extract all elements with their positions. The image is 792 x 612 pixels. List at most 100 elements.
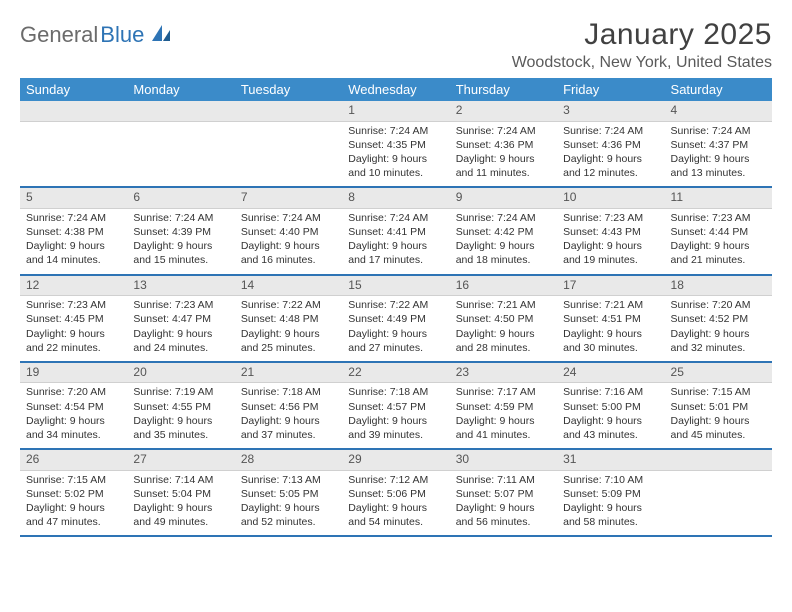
day-cell-text: Sunrise: 7:24 AMSunset: 4:39 PMDaylight:… <box>133 211 228 268</box>
day-number: 29 <box>342 449 449 470</box>
day-cell: Sunrise: 7:24 AMSunset: 4:35 PMDaylight:… <box>342 121 449 187</box>
day-cell: Sunrise: 7:10 AMSunset: 5:09 PMDaylight:… <box>557 470 664 536</box>
day-cell: Sunrise: 7:24 AMSunset: 4:36 PMDaylight:… <box>557 121 664 187</box>
day-cell-text: Sunrise: 7:24 AMSunset: 4:41 PMDaylight:… <box>348 211 443 268</box>
day-number: 14 <box>235 275 342 296</box>
day-cell: Sunrise: 7:18 AMSunset: 4:56 PMDaylight:… <box>235 383 342 449</box>
day-number: 19 <box>20 362 127 383</box>
day-number <box>235 101 342 121</box>
day-number: 3 <box>557 101 664 121</box>
day-number: 31 <box>557 449 664 470</box>
logo-text-general: General <box>20 22 98 48</box>
day-cell-text: Sunrise: 7:22 AMSunset: 4:49 PMDaylight:… <box>348 298 443 355</box>
day-cell <box>20 121 127 187</box>
day-cell: Sunrise: 7:24 AMSunset: 4:41 PMDaylight:… <box>342 208 449 274</box>
day-number: 24 <box>557 362 664 383</box>
weekday-header: Tuesday <box>235 78 342 101</box>
day-cell: Sunrise: 7:17 AMSunset: 4:59 PMDaylight:… <box>450 383 557 449</box>
calendar-table: Sunday Monday Tuesday Wednesday Thursday… <box>20 78 772 537</box>
day-number: 8 <box>342 187 449 208</box>
day-number: 18 <box>665 275 772 296</box>
day-content-row: Sunrise: 7:23 AMSunset: 4:45 PMDaylight:… <box>20 296 772 362</box>
day-cell: Sunrise: 7:20 AMSunset: 4:54 PMDaylight:… <box>20 383 127 449</box>
day-number: 15 <box>342 275 449 296</box>
day-number: 7 <box>235 187 342 208</box>
day-cell-text <box>241 124 336 181</box>
day-number: 23 <box>450 362 557 383</box>
day-number-row: 12131415161718 <box>20 275 772 296</box>
day-cell-text: Sunrise: 7:17 AMSunset: 4:59 PMDaylight:… <box>456 385 551 442</box>
day-number-row: 19202122232425 <box>20 362 772 383</box>
day-cell: Sunrise: 7:23 AMSunset: 4:43 PMDaylight:… <box>557 208 664 274</box>
day-number: 9 <box>450 187 557 208</box>
day-cell: Sunrise: 7:24 AMSunset: 4:36 PMDaylight:… <box>450 121 557 187</box>
day-cell: Sunrise: 7:19 AMSunset: 4:55 PMDaylight:… <box>127 383 234 449</box>
day-number: 26 <box>20 449 127 470</box>
day-cell-text: Sunrise: 7:21 AMSunset: 4:51 PMDaylight:… <box>563 298 658 355</box>
day-cell-text: Sunrise: 7:24 AMSunset: 4:40 PMDaylight:… <box>241 211 336 268</box>
day-cell: Sunrise: 7:16 AMSunset: 5:00 PMDaylight:… <box>557 383 664 449</box>
day-number: 10 <box>557 187 664 208</box>
weekday-header: Wednesday <box>342 78 449 101</box>
day-number: 21 <box>235 362 342 383</box>
day-number: 28 <box>235 449 342 470</box>
day-cell: Sunrise: 7:24 AMSunset: 4:37 PMDaylight:… <box>665 121 772 187</box>
day-cell-text: Sunrise: 7:13 AMSunset: 5:05 PMDaylight:… <box>241 473 336 530</box>
sail-icon <box>150 23 174 48</box>
weekday-header: Thursday <box>450 78 557 101</box>
day-number: 12 <box>20 275 127 296</box>
day-number: 27 <box>127 449 234 470</box>
weekday-header: Friday <box>557 78 664 101</box>
day-cell-text: Sunrise: 7:11 AMSunset: 5:07 PMDaylight:… <box>456 473 551 530</box>
day-cell-text: Sunrise: 7:10 AMSunset: 5:09 PMDaylight:… <box>563 473 658 530</box>
day-cell: Sunrise: 7:24 AMSunset: 4:40 PMDaylight:… <box>235 208 342 274</box>
day-number: 16 <box>450 275 557 296</box>
day-cell: Sunrise: 7:15 AMSunset: 5:02 PMDaylight:… <box>20 470 127 536</box>
day-cell-text: Sunrise: 7:23 AMSunset: 4:45 PMDaylight:… <box>26 298 121 355</box>
day-cell-text: Sunrise: 7:23 AMSunset: 4:43 PMDaylight:… <box>563 211 658 268</box>
day-cell-text <box>133 124 228 181</box>
day-cell: Sunrise: 7:23 AMSunset: 4:47 PMDaylight:… <box>127 296 234 362</box>
logo-text-blue: Blue <box>100 22 144 48</box>
day-number: 13 <box>127 275 234 296</box>
day-cell-text: Sunrise: 7:16 AMSunset: 5:00 PMDaylight:… <box>563 385 658 442</box>
day-cell: Sunrise: 7:21 AMSunset: 4:50 PMDaylight:… <box>450 296 557 362</box>
day-content-row: Sunrise: 7:24 AMSunset: 4:35 PMDaylight:… <box>20 121 772 187</box>
title-block: January 2025 Woodstock, New York, United… <box>512 18 772 72</box>
weekday-header: Monday <box>127 78 234 101</box>
day-cell: Sunrise: 7:22 AMSunset: 4:48 PMDaylight:… <box>235 296 342 362</box>
day-cell-text: Sunrise: 7:21 AMSunset: 4:50 PMDaylight:… <box>456 298 551 355</box>
day-number-row: 262728293031 <box>20 449 772 470</box>
weekday-header: Saturday <box>665 78 772 101</box>
day-content-row: Sunrise: 7:20 AMSunset: 4:54 PMDaylight:… <box>20 383 772 449</box>
day-cell: Sunrise: 7:18 AMSunset: 4:57 PMDaylight:… <box>342 383 449 449</box>
logo: General Blue <box>20 22 174 48</box>
day-cell-text: Sunrise: 7:22 AMSunset: 4:48 PMDaylight:… <box>241 298 336 355</box>
weekday-header-row: Sunday Monday Tuesday Wednesday Thursday… <box>20 78 772 101</box>
day-cell: Sunrise: 7:24 AMSunset: 4:39 PMDaylight:… <box>127 208 234 274</box>
day-cell: Sunrise: 7:20 AMSunset: 4:52 PMDaylight:… <box>665 296 772 362</box>
day-number: 1 <box>342 101 449 121</box>
day-number: 25 <box>665 362 772 383</box>
day-cell-text <box>26 124 121 181</box>
day-number <box>20 101 127 121</box>
day-number: 20 <box>127 362 234 383</box>
header: General Blue January 2025 Woodstock, New… <box>20 18 772 72</box>
day-cell-text: Sunrise: 7:24 AMSunset: 4:36 PMDaylight:… <box>456 124 551 181</box>
day-cell-text: Sunrise: 7:24 AMSunset: 4:36 PMDaylight:… <box>563 124 658 181</box>
day-cell-text: Sunrise: 7:23 AMSunset: 4:44 PMDaylight:… <box>671 211 766 268</box>
day-cell <box>665 470 772 536</box>
day-cell <box>127 121 234 187</box>
day-cell-text <box>671 473 766 530</box>
location: Woodstock, New York, United States <box>512 54 772 72</box>
day-cell: Sunrise: 7:21 AMSunset: 4:51 PMDaylight:… <box>557 296 664 362</box>
day-cell-text: Sunrise: 7:20 AMSunset: 4:52 PMDaylight:… <box>671 298 766 355</box>
day-cell: Sunrise: 7:24 AMSunset: 4:42 PMDaylight:… <box>450 208 557 274</box>
day-cell: Sunrise: 7:22 AMSunset: 4:49 PMDaylight:… <box>342 296 449 362</box>
day-number: 22 <box>342 362 449 383</box>
day-cell: Sunrise: 7:11 AMSunset: 5:07 PMDaylight:… <box>450 470 557 536</box>
day-number: 5 <box>20 187 127 208</box>
day-cell-text: Sunrise: 7:18 AMSunset: 4:57 PMDaylight:… <box>348 385 443 442</box>
day-number: 2 <box>450 101 557 121</box>
day-number: 4 <box>665 101 772 121</box>
